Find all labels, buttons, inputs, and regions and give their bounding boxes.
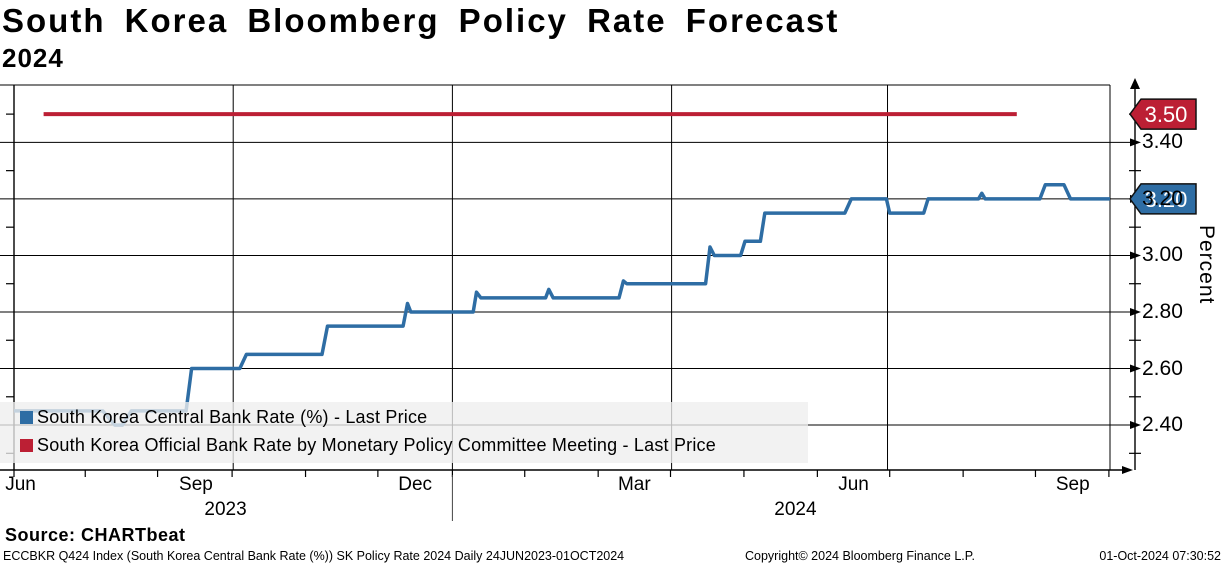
x-tick-label: Jun xyxy=(838,474,869,495)
footer-timestamp: 01-Oct-2024 07:30:52 xyxy=(1099,549,1221,563)
y-tick-label: 3.00 xyxy=(1142,243,1183,267)
footer-copyright: Copyright© 2024 Bloomberg Finance L.P. xyxy=(745,549,975,563)
y-tick-label: 2.60 xyxy=(1142,356,1183,380)
y-axis-arrow xyxy=(1130,78,1140,89)
chart-subtitle: 2024 xyxy=(2,43,64,73)
x-year-label: 2024 xyxy=(774,499,817,520)
y-tick-label: 2.80 xyxy=(1142,299,1183,323)
x-tick-label: Dec xyxy=(398,474,433,495)
legend-label: South Korea Central Bank Rate (%) - Last… xyxy=(37,406,428,427)
source-label: Source: CHARTbeat xyxy=(5,525,186,545)
y-tick-label: 3.20 xyxy=(1142,186,1183,210)
chart-title: South Korea Bloomberg Policy Rate Foreca… xyxy=(2,2,840,39)
legend-swatch-icon xyxy=(20,438,33,452)
legend-item: South Korea Central Bank Rate (%) - Last… xyxy=(20,404,808,430)
y-tick-label: 2.40 xyxy=(1142,413,1183,437)
footer-ticker-info: ECCBKR Q424 Index (South Korea Central B… xyxy=(3,549,625,563)
legend-item: South Korea Official Bank Rate by Moneta… xyxy=(20,432,808,458)
x-year-label: 2023 xyxy=(204,499,247,520)
legend-swatch-icon xyxy=(20,410,33,424)
x-axis-arrow xyxy=(1122,466,1133,474)
series-line xyxy=(14,183,1110,427)
y-axis-title: Percent xyxy=(1195,225,1218,305)
x-tick-label: Jun xyxy=(5,474,36,495)
legend: South Korea Central Bank Rate (%) - Last… xyxy=(0,402,808,463)
axis-badge-value: 3.50 xyxy=(1145,102,1188,127)
legend-label: South Korea Official Bank Rate by Moneta… xyxy=(37,434,716,455)
axis-badge xyxy=(1129,98,1197,130)
axis-badge-value: 3.20 xyxy=(1145,187,1188,212)
axis-badge xyxy=(1129,183,1197,215)
x-tick-label: Sep xyxy=(179,474,213,495)
y-tick-label: 3.40 xyxy=(1142,130,1183,154)
x-tick-label: Mar xyxy=(617,474,651,495)
x-tick-label: Sep xyxy=(1055,474,1090,495)
